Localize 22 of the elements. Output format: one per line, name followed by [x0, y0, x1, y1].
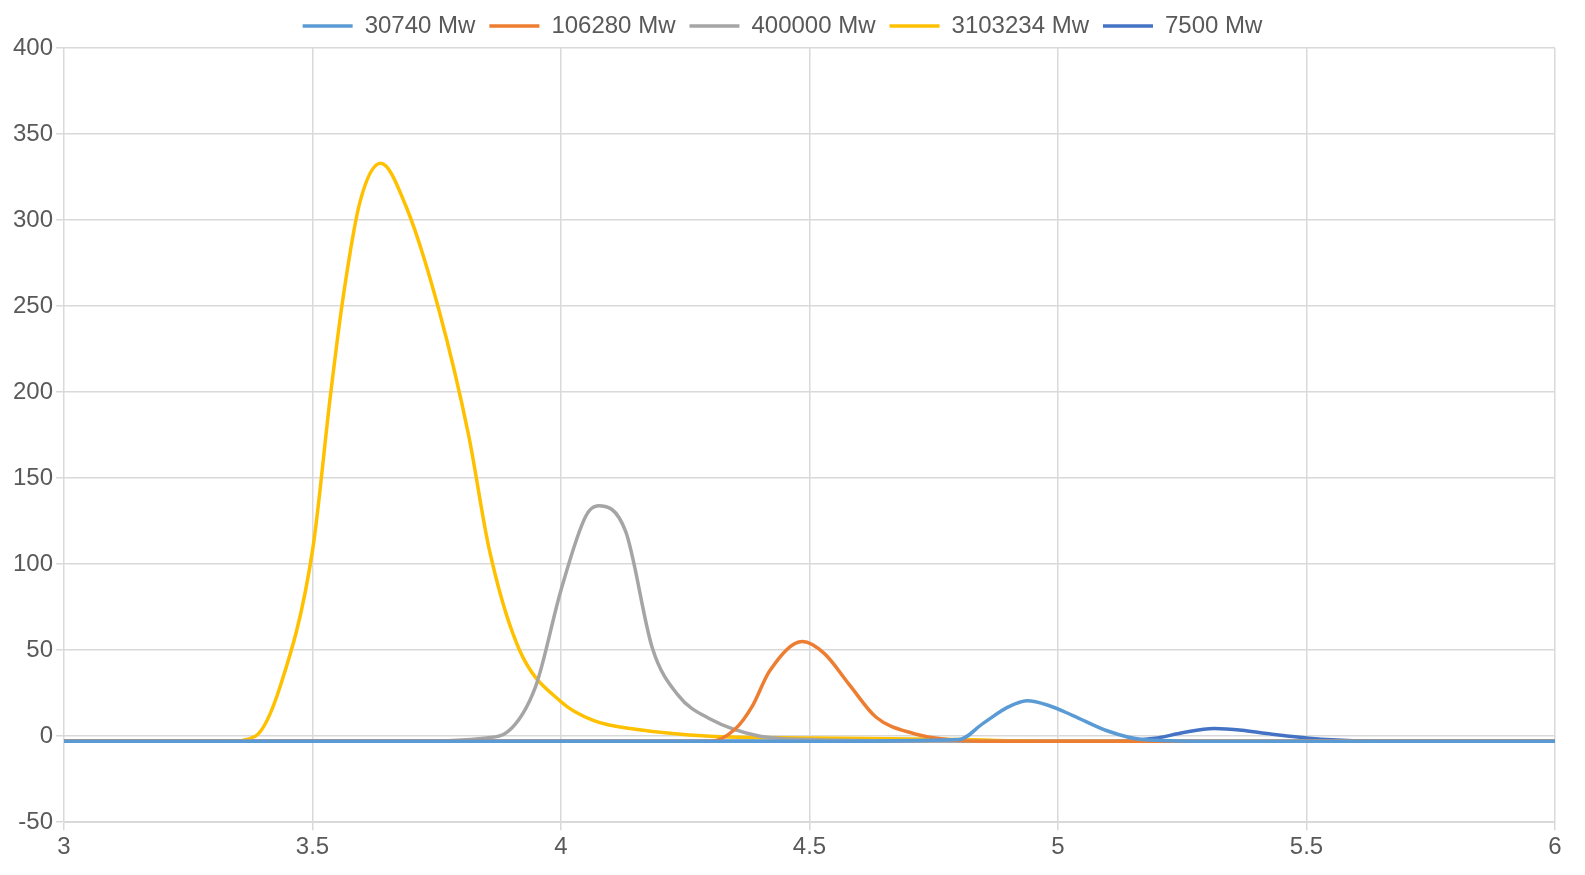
y-tick-label: 300 [13, 204, 54, 232]
y-tick-label: 150 [13, 462, 54, 490]
legend-label: 3103234 Mw [951, 10, 1090, 38]
y-tick-label: 350 [13, 118, 54, 146]
legend-label: 30740 Mw [364, 10, 477, 38]
x-tick-label: 6 [1548, 832, 1562, 860]
y-tick-label: 200 [13, 376, 54, 404]
x-tick-label: 3.5 [295, 832, 330, 860]
y-tick-label: 250 [13, 290, 54, 318]
y-tick-label: 100 [13, 548, 54, 576]
legend-label: 7500 Mw [1164, 10, 1264, 38]
y-tick-label: 50 [26, 634, 54, 662]
x-tick-label: 4 [554, 832, 568, 860]
y-tick-label: 0 [39, 720, 54, 748]
x-tick-label: 3 [57, 832, 71, 860]
x-tick-label: 4.5 [792, 832, 827, 860]
legend-label: 400000 Mw [751, 10, 877, 38]
y-tick-label: 400 [13, 32, 54, 60]
legend-label: 106280 Mw [551, 10, 677, 38]
x-tick-label: 5 [1051, 832, 1065, 860]
y-tick-label: -50 [18, 806, 54, 834]
x-tick-label: 5.5 [1289, 832, 1324, 860]
